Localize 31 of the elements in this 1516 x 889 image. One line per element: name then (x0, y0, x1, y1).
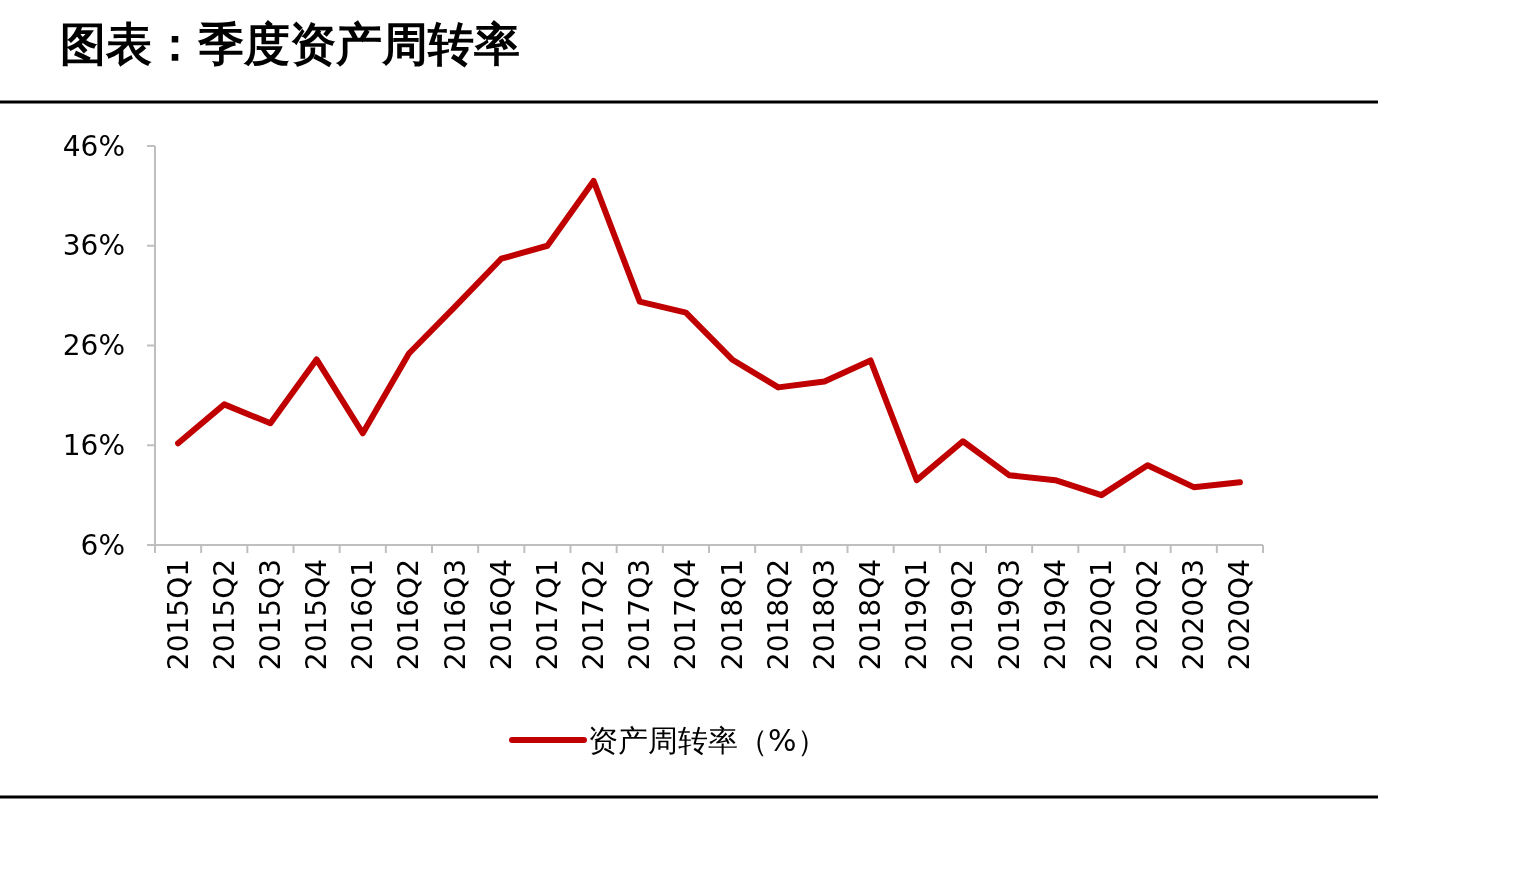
x-tick-label: 2017Q1 (530, 559, 564, 671)
x-tick-label: 2020Q1 (1084, 559, 1118, 671)
x-tick-label: 2019Q1 (900, 559, 934, 671)
x-tick-label: 2020Q2 (1131, 559, 1165, 671)
x-tick-label: 2020Q3 (1177, 559, 1211, 671)
legend-label: 资产周转率（%） (588, 722, 827, 758)
x-tick-label: 2019Q2 (946, 559, 980, 671)
title: 图表：季度资产周转率 (60, 17, 520, 71)
y-tick-label: 16% (62, 428, 125, 462)
x-tick-label: 2019Q3 (992, 559, 1026, 671)
y-tick-label: 26% (62, 329, 125, 362)
x-tick-label: 2018Q1 (715, 559, 749, 671)
x-tick-label: 2020Q4 (1223, 559, 1257, 671)
x-tick-label: 2015Q1 (161, 559, 195, 671)
y-tick-label: 6% (80, 528, 125, 562)
x-tick-label: 2019Q4 (1038, 559, 1072, 671)
x-tick-label: 2018Q4 (854, 559, 888, 671)
x-tick-label: 2016Q4 (484, 559, 518, 671)
x-tick-label: 2015Q2 (207, 559, 241, 671)
x-tick-label: 2016Q3 (438, 559, 472, 671)
x-tick-label: 2018Q3 (807, 559, 841, 671)
x-tick-label: 2015Q3 (253, 559, 287, 671)
x-tick-label: 2017Q4 (669, 559, 703, 671)
x-tick-label: 2016Q2 (392, 559, 426, 671)
x-tick-label: 2017Q2 (577, 559, 611, 671)
y-tick-label: 46% (62, 129, 125, 163)
x-tick-label: 2017Q3 (623, 559, 657, 671)
y-tick-label: 36% (62, 229, 125, 263)
x-tick-label: 2018Q2 (761, 559, 795, 671)
x-tick-label: 2016Q1 (346, 559, 380, 671)
x-tick-label: 2015Q4 (300, 559, 334, 671)
